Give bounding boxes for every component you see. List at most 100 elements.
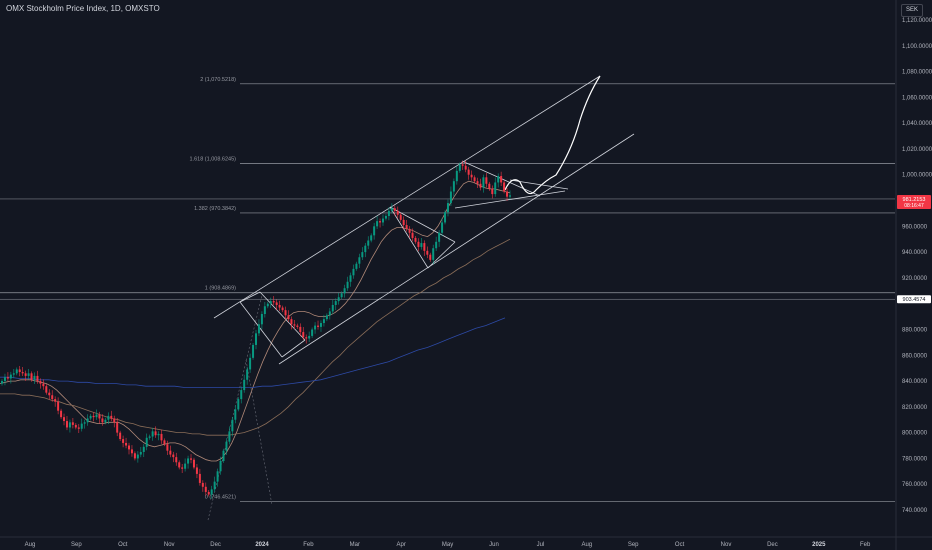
channel-drawings (207, 75, 635, 521)
candle-body (104, 419, 107, 423)
candle-body (290, 319, 293, 325)
candle-body (107, 415, 110, 420)
candle-body (234, 409, 237, 420)
price-tick-label: 1,020.0000 (902, 147, 932, 153)
candle-body (488, 183, 491, 189)
time-tick-label: Oct (675, 542, 685, 548)
candle-body (243, 379, 246, 391)
candle-body (68, 422, 71, 428)
channel-trendline (389, 206, 429, 269)
channel-trendline (278, 133, 635, 365)
candle-body (39, 381, 42, 384)
candle-body (260, 314, 263, 325)
candle-body (379, 221, 382, 223)
candle-body (45, 386, 48, 393)
candle-body (497, 176, 500, 183)
candle-body (343, 288, 346, 294)
candle-body (122, 439, 125, 443)
candle-body (435, 241, 438, 249)
candle-body (18, 369, 21, 373)
time-axis: Aug Sep Oct Nov Dec 2024 Feb Mar Apr May Jun Jul Aug… (25, 542, 871, 548)
candle-body (213, 481, 216, 490)
moving-average-line (0, 180, 511, 462)
candle-body (467, 169, 470, 175)
candle-body (405, 225, 408, 229)
candle-body (367, 240, 370, 246)
candle-body (461, 164, 464, 166)
candle-body (275, 302, 278, 305)
candle-body (311, 329, 314, 336)
candle-body (373, 226, 376, 236)
candle-body (6, 377, 9, 379)
candle-body (396, 210, 399, 215)
candle-body (390, 208, 393, 211)
candle-body (494, 182, 497, 195)
time-tick-label: Feb (303, 542, 314, 548)
candle-body (272, 301, 275, 303)
candle-body (33, 375, 36, 380)
candle-body (305, 337, 308, 339)
candle-body (429, 254, 432, 260)
candle-body (178, 462, 181, 468)
candle-body (252, 344, 255, 358)
candle-body (3, 377, 6, 382)
candle-body (503, 182, 506, 192)
candle-body (308, 335, 311, 339)
candle-body (452, 181, 455, 192)
candle-body (204, 486, 207, 492)
price-tick-label: 820.0000 (902, 405, 928, 411)
candle-body (80, 423, 83, 429)
candle-body (455, 170, 458, 182)
price-tick-label: 780.0000 (902, 456, 928, 462)
candle-body (24, 373, 27, 376)
candle-body (151, 431, 154, 437)
candle-body (92, 415, 95, 418)
candle-body (449, 191, 452, 204)
fib-level-label: 0 (746.4521) (205, 495, 236, 501)
candle-body (284, 310, 287, 316)
candle-body (201, 482, 204, 487)
candle-body (30, 373, 33, 380)
candle-body (86, 418, 89, 423)
candle-body (438, 232, 441, 242)
candle-body (364, 245, 367, 253)
candle-body (65, 421, 68, 428)
channel-trendline (454, 190, 566, 209)
candle-body (163, 440, 166, 445)
candle-body (125, 442, 128, 446)
candle-body (263, 306, 266, 314)
candle-body (249, 357, 252, 370)
time-tick-label: Sep (628, 542, 639, 548)
candle-body (74, 424, 77, 428)
candle-body (281, 307, 284, 311)
fib-level-label: 1.618 (1,008.6245) (190, 157, 237, 163)
candle-body (119, 432, 122, 440)
time-tick-label: May (442, 542, 453, 548)
candle-body (319, 323, 322, 327)
candle-body (172, 454, 175, 458)
candle-body (27, 373, 30, 376)
time-tick-label: Dec (767, 542, 778, 548)
candle-body (382, 218, 384, 223)
candle-body (237, 399, 240, 410)
candle-body (57, 401, 60, 411)
candle-body (77, 427, 80, 429)
price-tick-label: 760.0000 (902, 482, 928, 488)
price-tick-label: 880.0000 (902, 327, 928, 333)
moving-average-line (0, 238, 511, 436)
candle-body (470, 174, 473, 178)
candle-body (139, 451, 142, 455)
candle-body (116, 422, 119, 433)
candle-body (414, 237, 417, 242)
candle-body (210, 489, 213, 495)
candle-body (408, 228, 411, 233)
candle-body (349, 275, 352, 282)
candle-body (246, 369, 249, 380)
time-tick-label: Sep (71, 542, 82, 548)
currency-button[interactable]: SEK (901, 4, 923, 17)
candle-body (15, 369, 18, 374)
candle-body (51, 395, 54, 400)
candle-body (393, 208, 396, 211)
candle-body (426, 250, 429, 255)
